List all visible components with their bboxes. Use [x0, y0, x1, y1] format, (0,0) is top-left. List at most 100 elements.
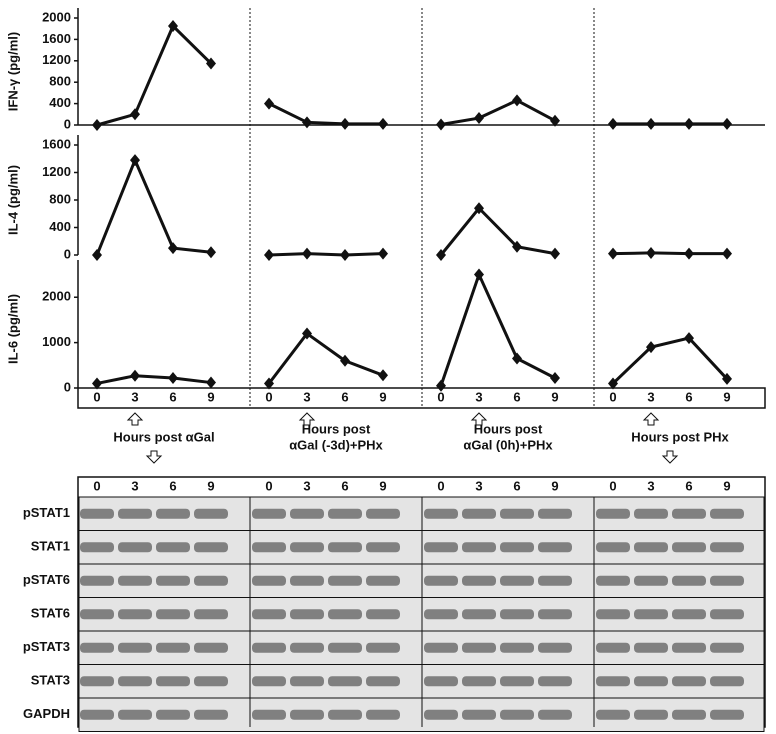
marker [264, 97, 274, 110]
x-tick-label: 0 [437, 389, 444, 404]
x-tick-label: 6 [341, 389, 348, 404]
band [424, 542, 458, 553]
marker [168, 242, 178, 255]
line [96, 23, 213, 127]
x-tick-label: 9 [379, 389, 386, 404]
blot-row-label: STAT1 [31, 539, 70, 554]
band [538, 676, 572, 687]
y-tick-label: 2000 [42, 9, 71, 24]
marker [378, 247, 388, 260]
band [252, 508, 286, 519]
blot-row-label: pSTAT3 [23, 639, 70, 654]
marker [92, 377, 102, 390]
marker [130, 108, 140, 121]
x-tick-box [77, 387, 766, 409]
band [366, 542, 400, 553]
marker [302, 327, 312, 340]
band [462, 575, 496, 586]
band [634, 508, 668, 519]
lane-label: 6 [169, 478, 176, 493]
band [156, 542, 190, 553]
line [267, 331, 384, 385]
blot-row-label: STAT6 [31, 606, 70, 621]
marker [474, 268, 484, 281]
band [424, 609, 458, 620]
band [596, 609, 630, 620]
marker [340, 117, 350, 130]
condition-label: αGal (0h)+PHx [463, 437, 553, 452]
marker [206, 57, 216, 70]
y-tick-label: 1600 [42, 31, 71, 46]
y-tick-label: 0 [64, 379, 71, 394]
line [440, 98, 556, 126]
marker [608, 377, 618, 390]
band [500, 542, 534, 553]
marker [646, 117, 656, 130]
band [710, 642, 744, 653]
marker [512, 240, 522, 253]
marker [92, 119, 102, 131]
band [118, 508, 152, 519]
marker [474, 112, 484, 125]
line [268, 252, 384, 257]
blot-row-label: pSTAT6 [23, 572, 70, 587]
y-tick-label: 1200 [42, 52, 71, 67]
marker [264, 249, 274, 261]
marker [646, 246, 656, 259]
band [710, 508, 744, 519]
band [462, 642, 496, 653]
band [80, 575, 114, 586]
band [290, 609, 324, 620]
band [634, 609, 668, 620]
band [328, 508, 362, 519]
condition-label: Hours post PHx [631, 429, 729, 444]
x-tick-label: 9 [723, 389, 730, 404]
lane-label: 3 [131, 478, 138, 493]
band [710, 709, 744, 720]
band [156, 709, 190, 720]
x-tick-label: 3 [475, 389, 482, 404]
band [80, 642, 114, 653]
band [290, 575, 324, 586]
band [596, 508, 630, 519]
marker [684, 117, 694, 130]
down-arrow [661, 450, 679, 464]
lane-label: 9 [551, 478, 558, 493]
blot-row-label: pSTAT1 [23, 505, 70, 520]
band [328, 542, 362, 553]
band [194, 676, 228, 687]
band [252, 709, 286, 720]
marker [684, 247, 694, 260]
band [424, 508, 458, 519]
x-tick-label: 0 [609, 389, 616, 404]
marker [130, 154, 140, 167]
band [672, 542, 706, 553]
up-arrow [126, 412, 144, 426]
x-tick-label: 3 [303, 389, 310, 404]
line [268, 102, 383, 126]
band [80, 609, 114, 620]
line [611, 336, 729, 385]
lane-label: 0 [93, 478, 100, 493]
marker [550, 114, 560, 127]
y-tick-label: 1000 [42, 334, 71, 349]
band [672, 642, 706, 653]
band [252, 542, 286, 553]
x-tick-label: 0 [265, 389, 272, 404]
line [95, 156, 212, 256]
band [366, 676, 400, 687]
y-tick-label: 1600 [42, 136, 71, 151]
line [612, 251, 727, 256]
band [424, 642, 458, 653]
band [500, 642, 534, 653]
band [194, 575, 228, 586]
band [80, 709, 114, 720]
band [156, 575, 190, 586]
x-tick-label: 9 [207, 389, 214, 404]
band [672, 709, 706, 720]
marker [130, 369, 140, 382]
band [538, 575, 572, 586]
band [538, 609, 572, 620]
condition-label: Hours post [474, 421, 543, 436]
marker [684, 332, 694, 345]
